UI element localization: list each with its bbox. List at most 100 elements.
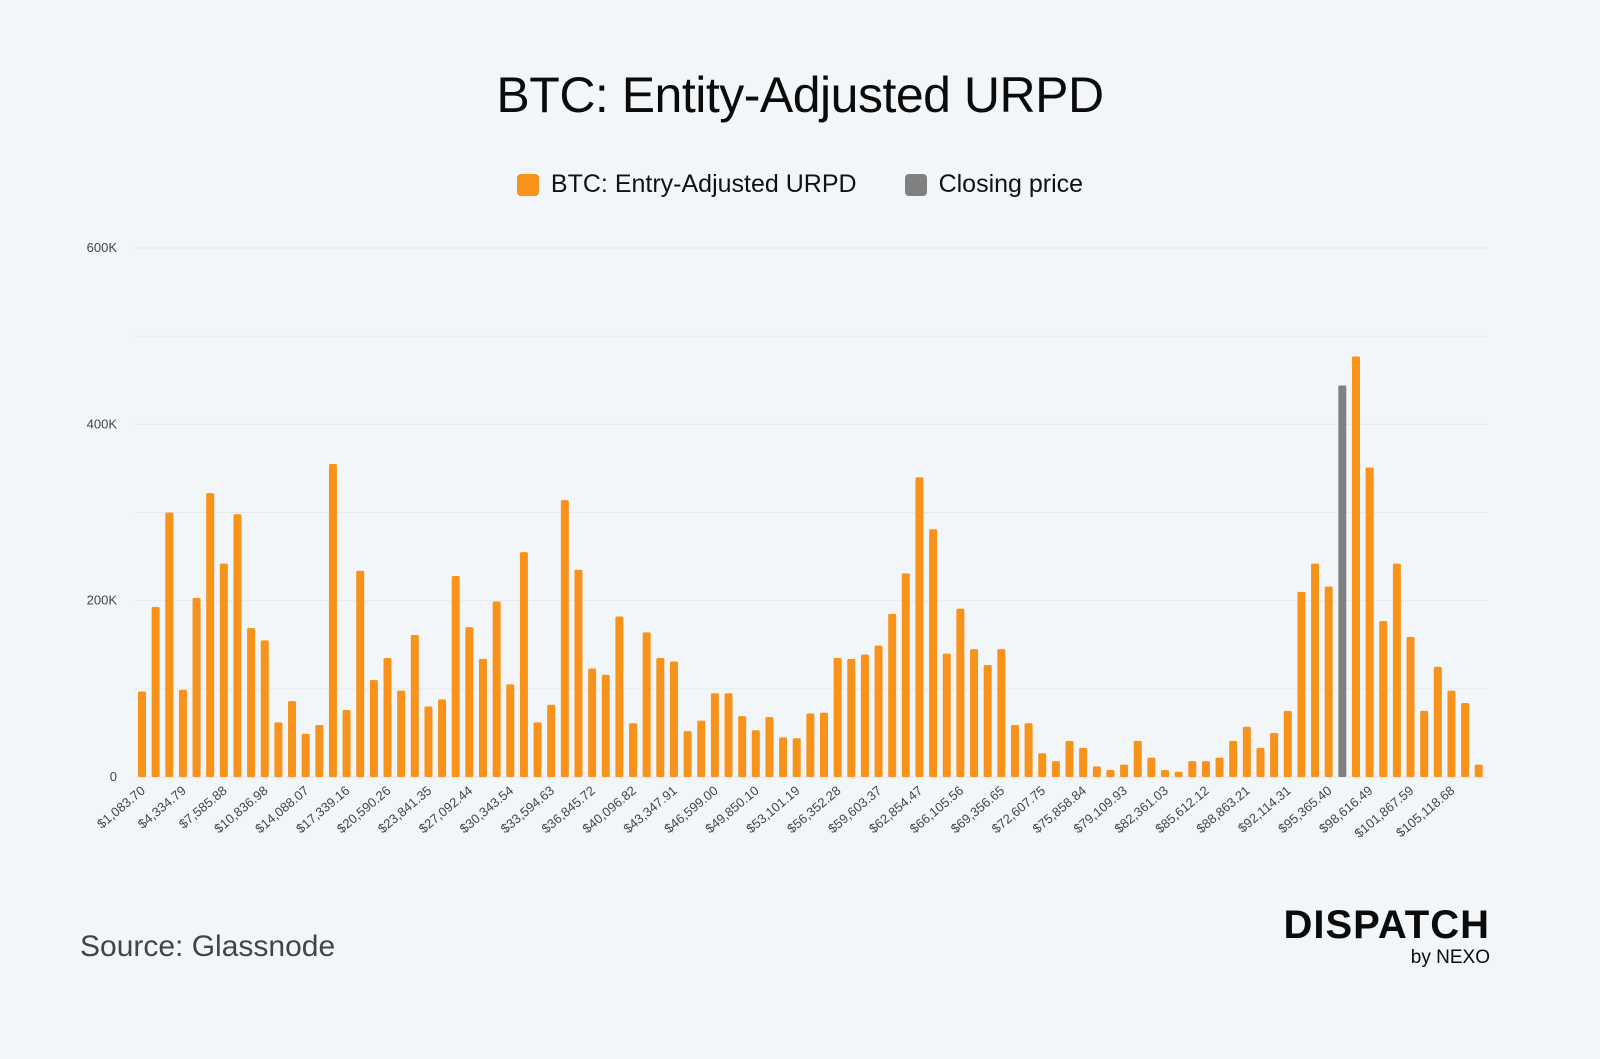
urpd-bar: [424, 706, 433, 777]
urpd-bar: [1461, 702, 1470, 777]
urpd-bar: [1392, 563, 1401, 777]
urpd-bar: [1351, 356, 1360, 777]
urpd-bar: [342, 709, 351, 777]
urpd-bar: [779, 737, 788, 777]
urpd-bar: [178, 689, 187, 777]
urpd-bar: [560, 500, 569, 777]
urpd-bar: [1106, 769, 1115, 777]
legend-item-urpd[interactable]: BTC: Entry-Adjusted URPD: [516, 170, 857, 199]
urpd-bar: [383, 657, 392, 777]
urpd-bar: [983, 665, 992, 777]
urpd-bar: [1024, 723, 1033, 777]
urpd-bar: [1133, 740, 1142, 777]
dispatch-logo: DISPATCH by NEXO: [1283, 905, 1490, 969]
urpd-bar: [328, 464, 337, 777]
legend-swatch-gray: [904, 173, 927, 196]
urpd-bar: [138, 691, 146, 777]
urpd-bar: [233, 514, 242, 777]
urpd-bar: [1038, 753, 1047, 777]
urpd-bar: [1324, 586, 1333, 777]
urpd-bar: [1420, 710, 1429, 777]
urpd-bar: [942, 653, 951, 777]
legend: BTC: Entry-Adjusted URPD Closing price: [0, 170, 1600, 199]
urpd-bar: [219, 563, 228, 777]
urpd-bar: [1188, 761, 1197, 777]
urpd-bar: [929, 529, 938, 777]
urpd-bar: [833, 657, 842, 777]
urpd-bar: [860, 654, 869, 777]
urpd-bar: [1092, 766, 1101, 777]
urpd-bar: [1010, 724, 1019, 777]
urpd-bar: [301, 733, 310, 777]
urpd-bar: [642, 632, 651, 777]
urpd-bar: [519, 552, 528, 777]
urpd-bar: [547, 704, 556, 777]
urpd-bar: [751, 730, 760, 777]
logo-main: DISPATCH: [1283, 903, 1490, 947]
urpd-bar: [479, 658, 487, 777]
urpd-bar: [1147, 757, 1156, 777]
urpd-bar: [915, 477, 924, 777]
urpd-bar: [615, 616, 624, 777]
urpd-bar: [1447, 690, 1456, 777]
urpd-bar: [1201, 761, 1210, 777]
chart-title: BTC: Entity-Adjusted URPD: [496, 67, 1104, 123]
legend-label: BTC: Entry-Adjusted URPD: [550, 170, 857, 198]
urpd-bar: [315, 724, 324, 777]
urpd-bar: [901, 573, 910, 777]
urpd-bar: [997, 649, 1006, 777]
urpd-bar: [356, 570, 365, 777]
legend-swatch-orange: [516, 173, 539, 196]
urpd-bar: [683, 731, 692, 777]
logo-sub: by NEXO: [1410, 947, 1490, 968]
urpd-bar: [669, 661, 678, 777]
urpd-bar: [165, 512, 174, 777]
urpd-bar: [874, 645, 883, 777]
closing-price-bar: [1338, 385, 1347, 777]
urpd-bar: [710, 693, 719, 777]
urpd-bar: [1051, 761, 1060, 777]
urpd-bar: [1474, 764, 1483, 777]
urpd-bar: [588, 668, 597, 777]
urpd-bar: [1065, 740, 1074, 777]
urpd-bar: [260, 640, 269, 777]
urpd-bar: [192, 598, 201, 777]
urpd-bar: [1311, 563, 1320, 777]
urpd-bar: [1365, 467, 1374, 777]
urpd-bar: [1270, 732, 1279, 777]
urpd-bar: [847, 658, 856, 777]
urpd-bar: [724, 693, 733, 777]
urpd-bar: [274, 722, 283, 777]
legend-item-closing-price[interactable]: Closing price: [904, 170, 1084, 199]
urpd-bar: [1242, 726, 1251, 777]
urpd-bar: [492, 601, 501, 777]
legend-label: Closing price: [938, 170, 1084, 198]
urpd-bar: [288, 701, 297, 777]
urpd-bar: [206, 493, 215, 777]
urpd-bar: [738, 716, 747, 777]
urpd-bar: [1079, 747, 1088, 777]
urpd-bar: [151, 606, 160, 777]
y-tick-label: 400K: [87, 416, 118, 431]
urpd-bar: [956, 608, 965, 777]
urpd-bar: [438, 699, 447, 777]
urpd-bar: [888, 613, 897, 777]
urpd-bar: [1256, 747, 1265, 777]
urpd-bar: [1283, 710, 1292, 777]
urpd-bar: [1379, 620, 1388, 777]
urpd-bar: [465, 627, 474, 777]
y-tick-label: 0: [110, 769, 117, 784]
urpd-bar: [506, 684, 515, 777]
urpd-bar: [1120, 764, 1129, 777]
urpd-bar: [601, 674, 610, 777]
urpd-bar: [656, 657, 665, 777]
urpd-bar: [1161, 769, 1169, 777]
y-tick-label: 200K: [87, 593, 118, 608]
urpd-bar: [697, 720, 706, 777]
urpd-bar: [574, 569, 583, 777]
urpd-bar: [410, 635, 419, 777]
urpd-bar: [1215, 757, 1224, 777]
urpd-bar: [820, 712, 828, 777]
urpd-bar: [1229, 740, 1238, 777]
